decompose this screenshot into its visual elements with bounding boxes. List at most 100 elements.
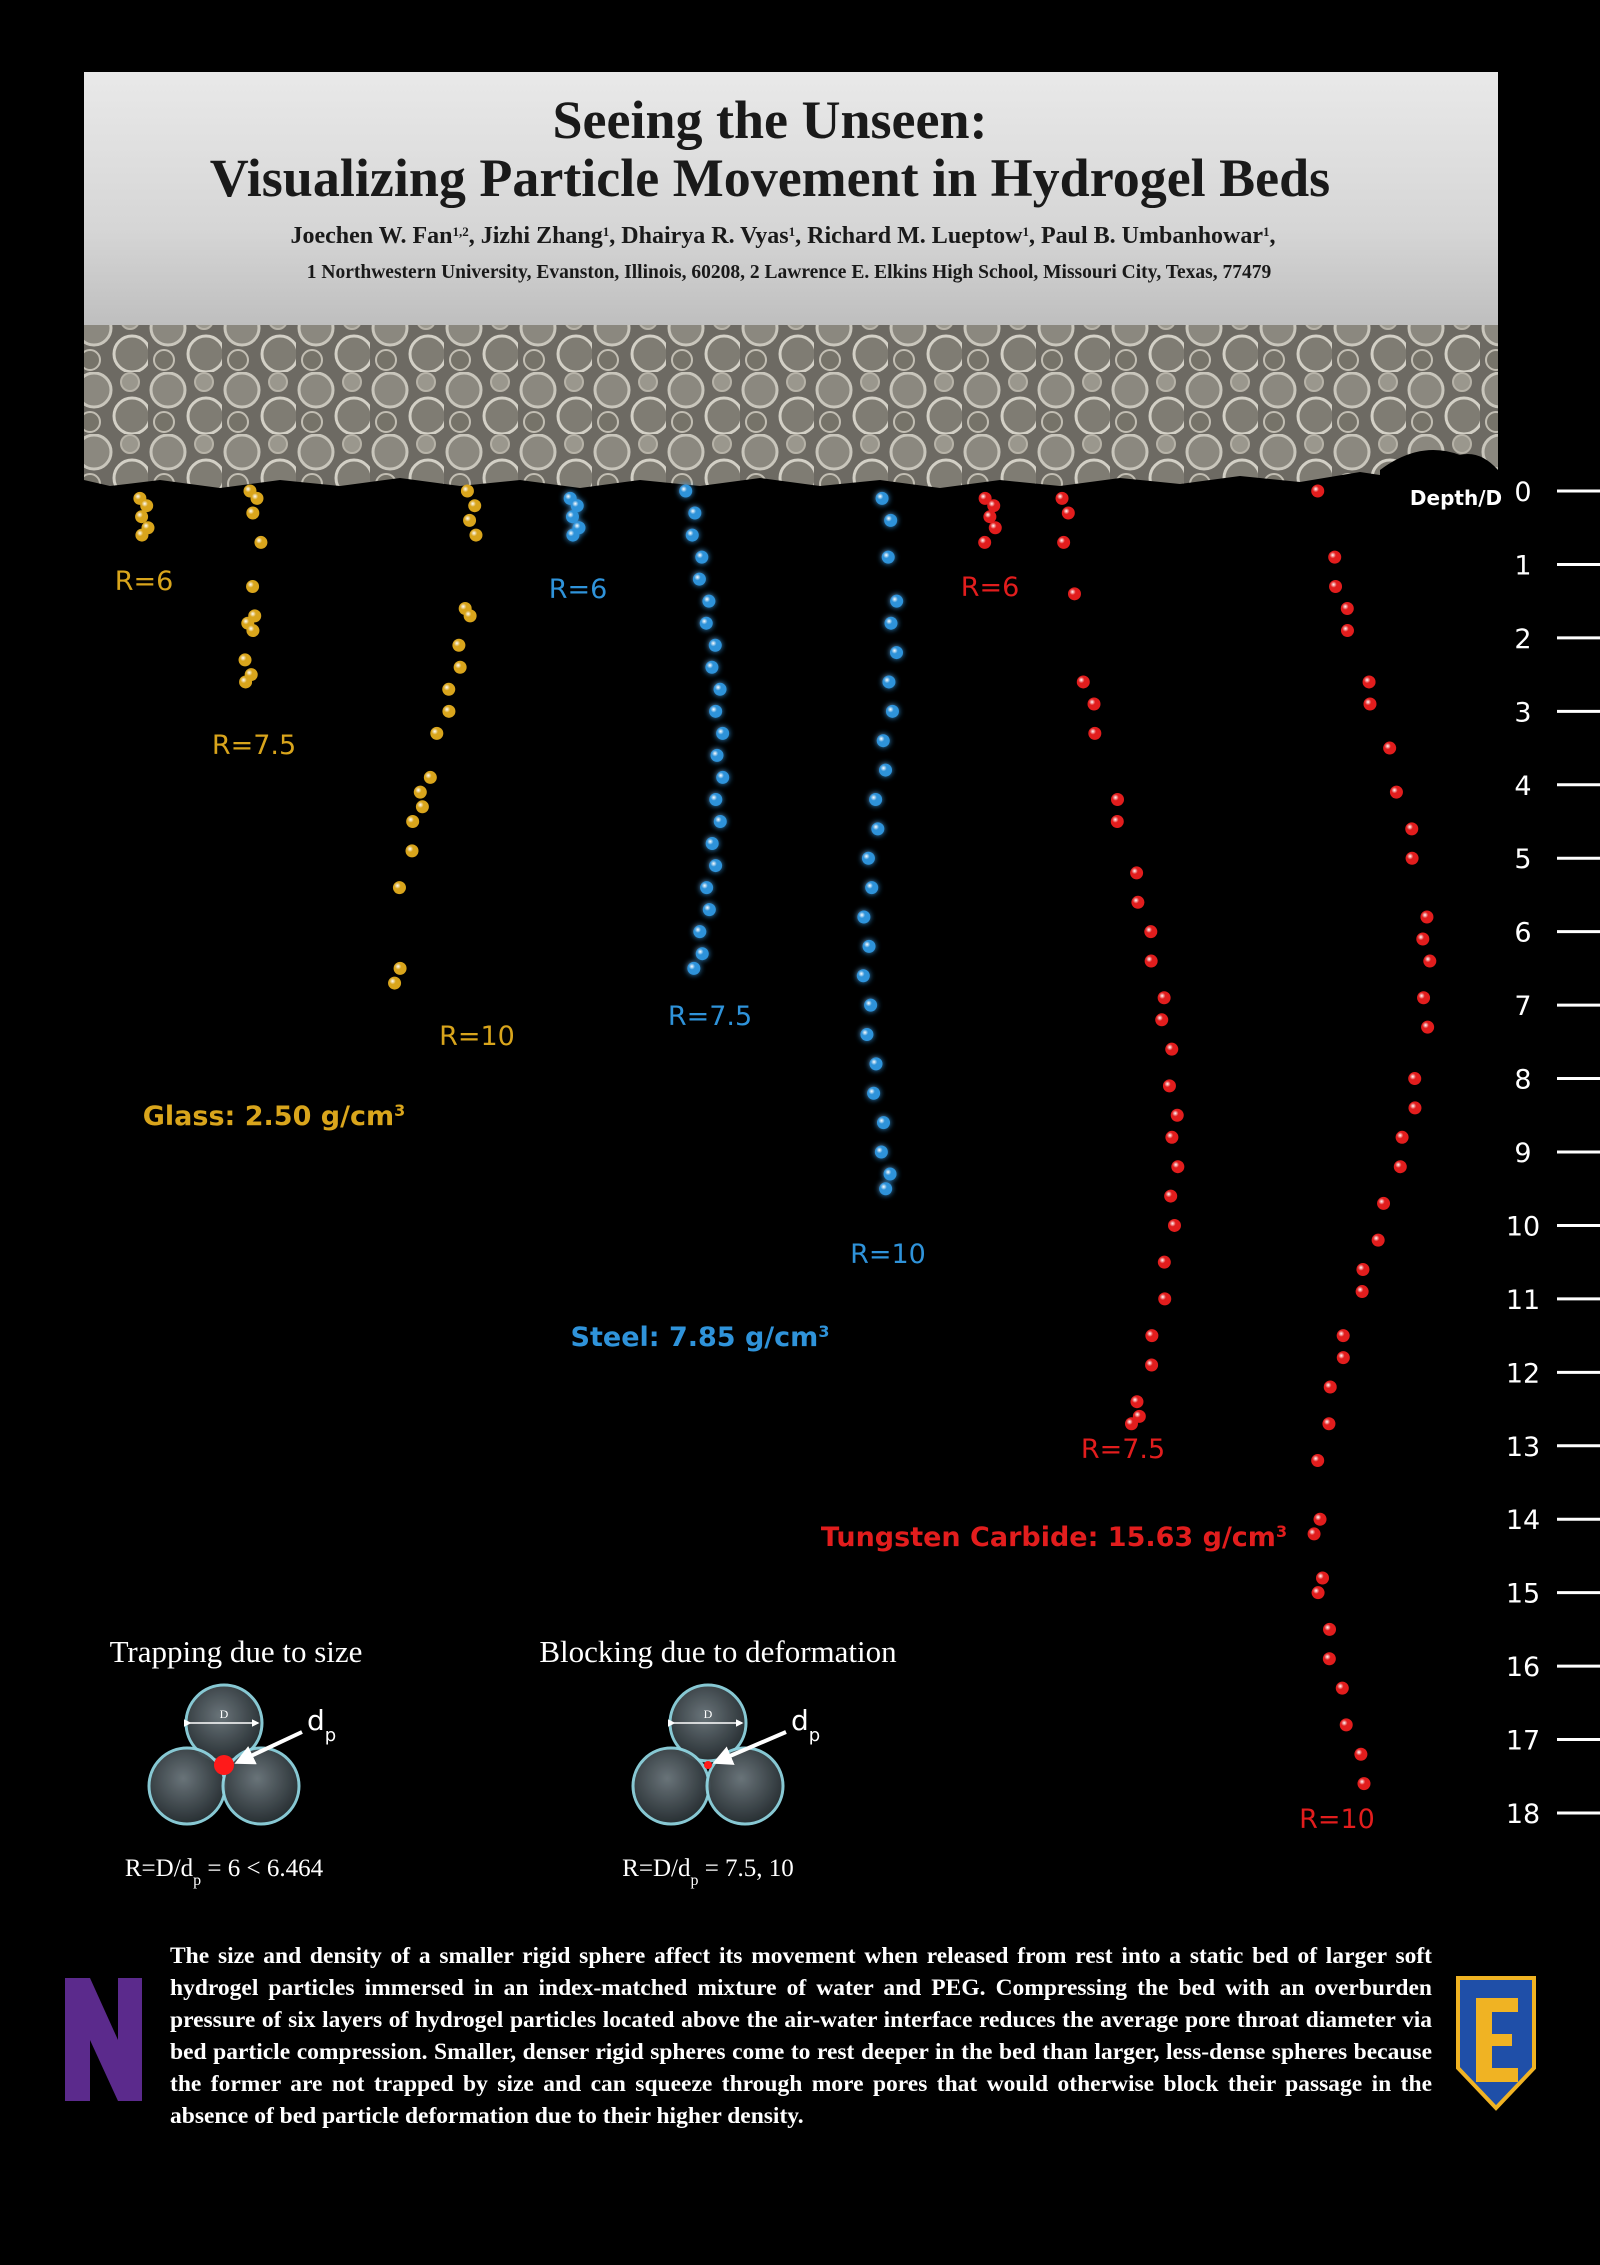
particle — [1087, 697, 1101, 711]
particle — [423, 770, 437, 784]
particle — [1167, 1218, 1181, 1232]
particle — [708, 638, 722, 652]
particle — [1055, 491, 1069, 505]
tick-label: 7 — [1514, 991, 1531, 1022]
trajectory — [679, 484, 730, 975]
particle — [883, 1167, 897, 1181]
particle — [1157, 1255, 1171, 1269]
particle — [695, 550, 709, 564]
trajectory-label: R=7.5 — [1081, 1434, 1165, 1465]
particle — [1328, 550, 1342, 564]
header-background — [84, 72, 1498, 332]
trajectory — [978, 491, 1002, 549]
particle — [874, 1145, 888, 1159]
material-unit-power: 3 — [818, 1322, 829, 1341]
particle — [885, 704, 899, 718]
particle-label: dp — [791, 1704, 820, 1746]
particle — [705, 837, 719, 851]
mechanism-title: Trapping due to size — [110, 1634, 363, 1669]
particle — [1170, 1108, 1184, 1122]
particle — [1383, 741, 1397, 755]
particle — [1355, 1285, 1369, 1299]
particle — [882, 675, 896, 689]
tick-label: 10 — [1506, 1211, 1540, 1242]
particle — [710, 748, 724, 762]
particle — [415, 800, 429, 814]
particle — [254, 535, 268, 549]
particle — [1339, 1718, 1353, 1732]
particle — [430, 726, 444, 740]
particle — [1144, 925, 1158, 939]
particle — [705, 660, 719, 674]
particle — [867, 1086, 881, 1100]
tick-label: 12 — [1506, 1358, 1540, 1389]
particle — [857, 910, 871, 924]
material-unit-power: 3 — [394, 1101, 405, 1120]
particle — [978, 535, 992, 549]
particle — [1124, 1417, 1138, 1431]
particle — [1335, 1681, 1349, 1695]
material-name: Tungsten Carbide: 15.63 g/cm — [821, 1522, 1276, 1553]
particle — [1088, 726, 1102, 740]
particle — [565, 510, 579, 524]
trajectory-label: R=10 — [439, 1021, 515, 1052]
particle — [1416, 932, 1430, 946]
particle — [713, 682, 727, 696]
particle — [469, 528, 483, 542]
particle — [1311, 1586, 1325, 1600]
tick-label: 3 — [1514, 697, 1531, 728]
title-line-1: Seeing the Unseen: — [553, 90, 988, 150]
formula-rhs: = 7.5, 10 — [698, 1855, 793, 1882]
author-name: , Richard M. Lueptow — [795, 223, 1023, 249]
particle — [140, 499, 154, 513]
particle-symbol: d — [307, 1704, 325, 1737]
particle-arrow — [234, 1730, 303, 1765]
axis-label: Depth/D — [1410, 486, 1502, 510]
particle — [468, 499, 482, 513]
particle — [1155, 1013, 1169, 1027]
particle — [702, 903, 716, 917]
tick-label: 1 — [1514, 550, 1531, 581]
particle — [1131, 895, 1145, 909]
trajectory — [238, 484, 268, 689]
trajectory — [1307, 484, 1437, 1791]
tick-label: 17 — [1506, 1726, 1540, 1757]
particle — [709, 859, 723, 873]
title-line-2: Visualizing Particle Movement in Hydroge… — [210, 148, 1330, 208]
particle — [693, 925, 707, 939]
particle — [695, 947, 709, 961]
author-affiliation: 1,2 — [452, 224, 468, 239]
hydrogel-particle — [631, 1746, 711, 1826]
particle — [460, 484, 474, 498]
particle — [1417, 991, 1431, 1005]
particle — [1377, 1196, 1391, 1210]
particle — [978, 491, 992, 505]
particle — [1067, 587, 1081, 601]
particle — [988, 521, 1002, 535]
particle — [1110, 815, 1124, 828]
particle — [570, 499, 584, 513]
tick-label: 0 — [1514, 477, 1531, 508]
authors: Joechen W. Fan1,2, Jizhi Zhang1, Dhairya… — [290, 223, 1275, 249]
particle — [1357, 1777, 1371, 1791]
formula-subscript: p — [193, 1872, 201, 1889]
particle — [1144, 954, 1158, 968]
hydrogel-particle — [221, 1746, 301, 1826]
formula-rhs: = 6 < 6.464 — [201, 1855, 323, 1882]
particle — [1389, 785, 1403, 799]
tick-label: 13 — [1506, 1432, 1540, 1463]
particle — [463, 513, 477, 527]
trajectory-label: R=6 — [961, 572, 1020, 603]
particle — [713, 815, 727, 828]
particle — [879, 763, 893, 777]
tick-label: 8 — [1514, 1065, 1531, 1096]
particle — [1057, 535, 1071, 549]
author-affiliation: 1 — [1023, 224, 1030, 239]
particle — [1408, 1101, 1422, 1115]
particle — [1371, 1233, 1385, 1247]
particle — [1313, 1512, 1327, 1526]
particle — [1336, 1351, 1350, 1365]
hydrogel-photo — [84, 325, 1498, 488]
material-label: Tungsten Carbide: 15.63 g/cm3 — [821, 1522, 1287, 1554]
description: The size and density of a smaller rigid … — [170, 1943, 1432, 2129]
